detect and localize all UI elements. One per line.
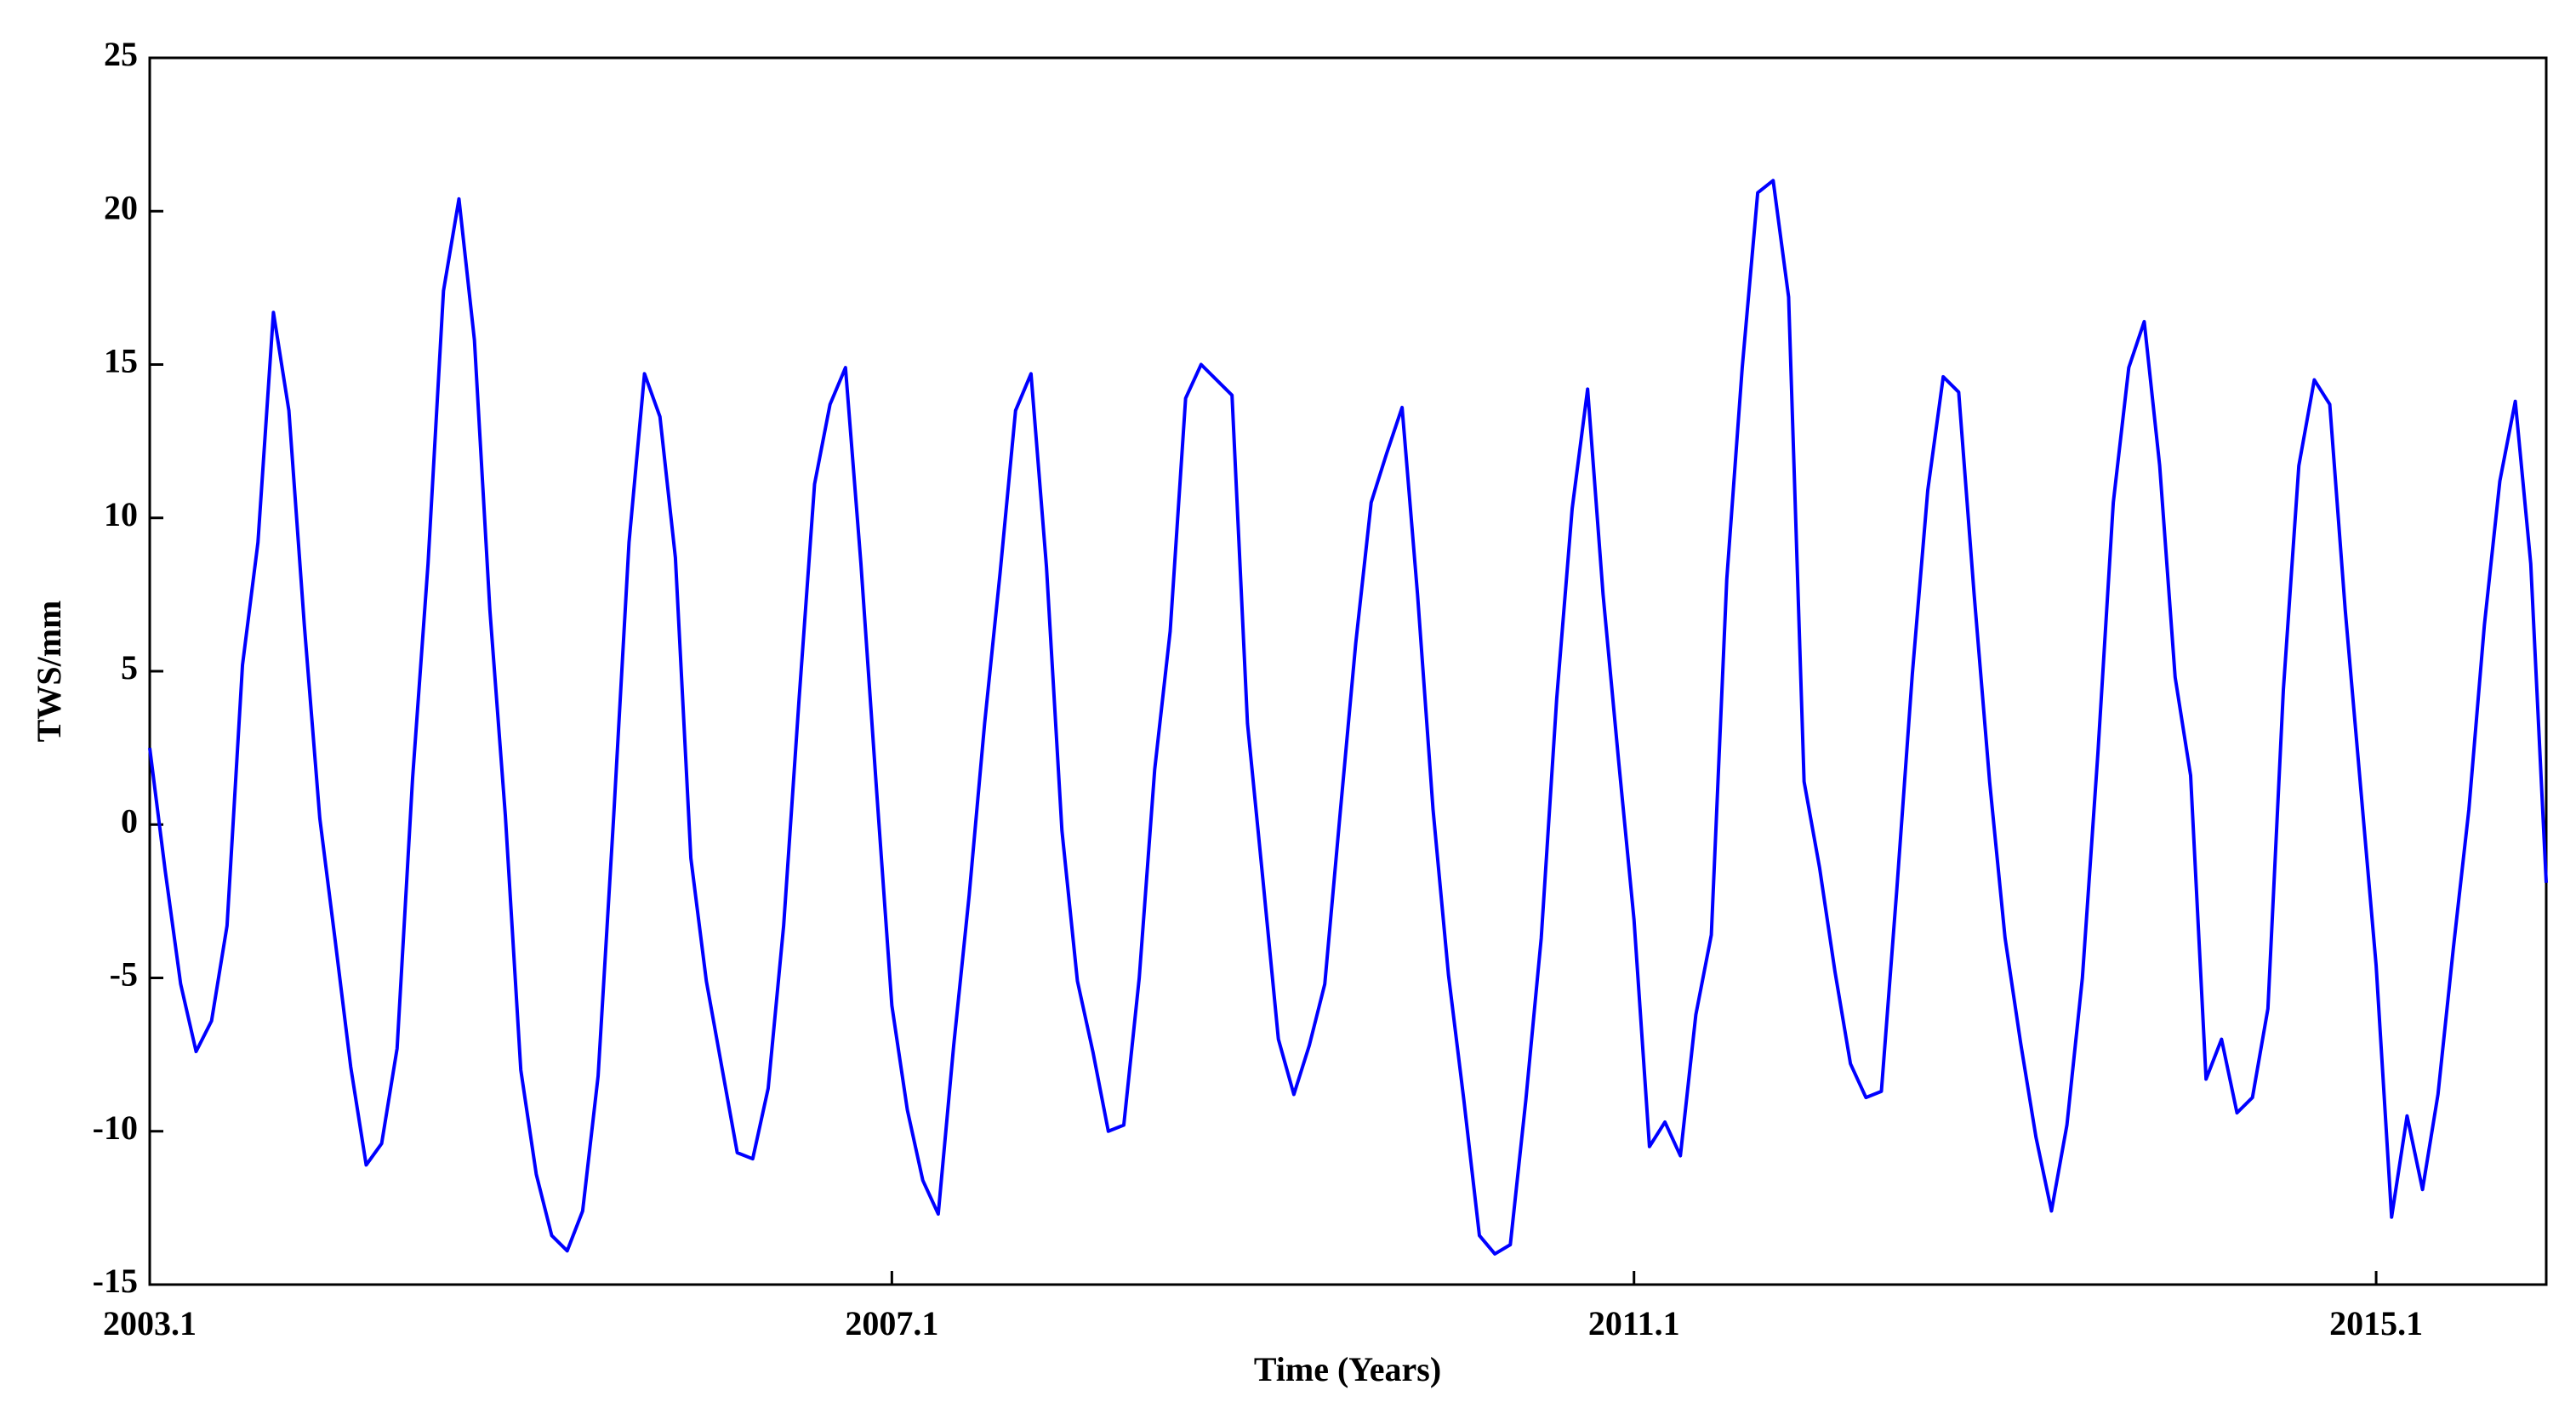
y-tick-label: 25 [104,35,138,73]
y-tick-label: 15 [104,342,138,380]
y-tick-label: -15 [93,1262,138,1300]
y-tick-label: -5 [110,955,138,994]
x-tick-label: 2011.1 [1588,1304,1680,1342]
y-tick-label: 10 [104,495,138,533]
x-tick-label: 2007.1 [845,1304,938,1342]
y-tick-label: 0 [121,801,138,840]
y-axis-label: TWS/mm [30,601,68,743]
x-tick-label: 2015.1 [2329,1304,2423,1342]
x-tick-label: 2003.1 [103,1304,197,1342]
x-axis-label: Time (Years) [1254,1350,1441,1388]
y-tick-label: 5 [121,648,138,687]
y-tick-label: 20 [104,188,138,226]
data-line [148,179,2548,1256]
plot-frame [148,56,2548,1286]
y-tick-label: -10 [93,1108,138,1147]
